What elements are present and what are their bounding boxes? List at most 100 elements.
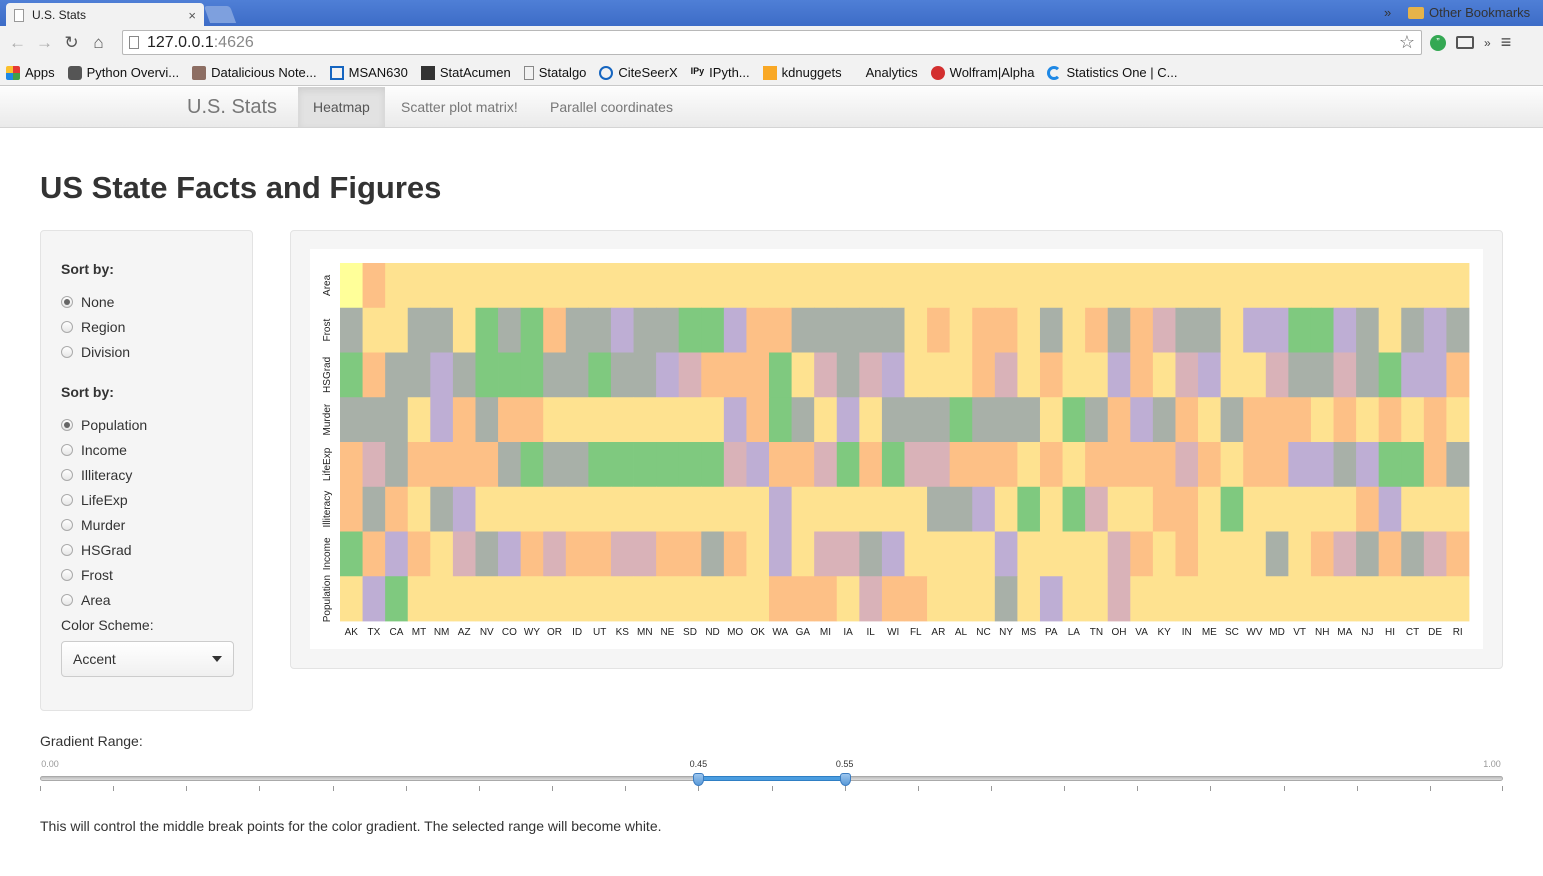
radio-button[interactable] — [61, 543, 73, 556]
heatmap-cell — [1378, 486, 1402, 532]
radio-group-none[interactable]: None — [61, 289, 232, 314]
heatmap-cell — [543, 263, 567, 309]
heatmap-cell — [430, 576, 454, 622]
radio-group-region[interactable]: Region — [61, 314, 232, 339]
heatmap-cell — [1039, 442, 1063, 488]
radio-button[interactable] — [61, 418, 73, 431]
heatmap-cell — [656, 263, 680, 309]
radio-button[interactable] — [61, 493, 73, 506]
tab-close-icon[interactable]: × — [188, 7, 196, 23]
heatmap-cell — [1288, 486, 1312, 532]
heatmap-cell — [498, 531, 522, 577]
heatmap-cell — [498, 576, 522, 622]
radio-sort-lifeexp[interactable]: LifeExp — [61, 487, 232, 512]
radio-button[interactable] — [61, 568, 73, 581]
bookmark-star-icon[interactable]: ☆ — [1398, 32, 1415, 52]
heatmap-cell — [881, 307, 905, 353]
heatmap-cell — [498, 307, 522, 353]
extensions-overflow-icon[interactable]: » — [1484, 35, 1491, 50]
bookmark-item[interactable]: Datalicious Note... — [192, 65, 317, 80]
radio-button[interactable] — [61, 320, 73, 333]
navbar-brand[interactable]: U.S. Stats — [187, 96, 278, 118]
radio-sort-frost[interactable]: Frost — [61, 562, 232, 587]
radio-sort-illiteracy[interactable]: Illiteracy — [61, 462, 232, 487]
heatmap-cell — [520, 263, 544, 309]
tab-heatmap[interactable]: Heatmap — [298, 87, 385, 127]
tab-parallel-coordinates[interactable]: Parallel coordinates — [550, 99, 673, 115]
tab-scatter-plot-matrix[interactable]: Scatter plot matrix! — [401, 99, 518, 115]
bookmark-item[interactable]: Analytics — [855, 65, 918, 80]
radio-sort-hsgrad[interactable]: HSGrad — [61, 537, 232, 562]
heatmap-cell — [340, 397, 363, 443]
menu-icon[interactable]: ≡ — [1500, 32, 1512, 52]
bookmark-item[interactable]: Python Overvi... — [67, 65, 179, 80]
radio-sort-murder[interactable]: Murder — [61, 512, 232, 537]
radio-button[interactable] — [61, 468, 73, 481]
radio-button[interactable] — [61, 518, 73, 531]
bookmark-item[interactable]: kdnuggets — [762, 65, 842, 80]
radio-button[interactable] — [61, 443, 73, 456]
bookmark-item[interactable]: Statalgo — [523, 65, 586, 80]
heatmap-cell — [362, 397, 386, 443]
new-tab-button[interactable] — [203, 6, 237, 23]
back-arrow-icon[interactable]: ← — [9, 33, 26, 52]
bookmarks-bar: Apps Python Overvi... Datalicious Note... M… — [0, 60, 1543, 86]
heatmap-cell — [452, 352, 476, 398]
heatmap-cell — [565, 352, 589, 398]
slider-tick — [186, 786, 188, 791]
radio-sort-income[interactable]: Income — [61, 437, 232, 462]
bookmark-item[interactable]: CiteSeerX — [599, 65, 678, 80]
heatmap-cell — [1378, 531, 1402, 577]
heatmap-cell — [814, 442, 838, 488]
other-bookmarks[interactable]: Other Bookmarks — [1408, 5, 1530, 20]
heatmap-cell — [1288, 307, 1312, 353]
slider-high-handle[interactable] — [839, 773, 851, 786]
heatmap-cell — [1423, 531, 1447, 577]
bookmark-item[interactable]: Apps — [6, 65, 55, 80]
browser-tab[interactable]: U.S. Stats × — [6, 3, 204, 27]
heatmap-cell — [498, 263, 522, 309]
bookmark-label: Wolfram|Alpha — [949, 65, 1035, 80]
heatmap-cell — [1310, 397, 1334, 443]
radio-sort-population[interactable]: Population — [61, 412, 232, 437]
heatmap-cell — [1310, 263, 1334, 309]
radio-sort-area[interactable]: Area — [61, 587, 232, 612]
heatmap-cell — [565, 442, 589, 488]
heatmap-cell — [1062, 307, 1086, 353]
slider-low-handle[interactable] — [693, 773, 705, 786]
bookmark-item[interactable]: StatAcumen — [420, 65, 511, 80]
radio-button[interactable] — [61, 345, 73, 358]
radio-button[interactable] — [61, 593, 73, 606]
bookmark-label: Datalicious Note... — [211, 65, 317, 80]
heatmap-cell — [1017, 576, 1041, 622]
heatmap-cell — [1401, 442, 1425, 488]
heatmap-cell — [407, 576, 431, 622]
reload-icon[interactable]: ↻ — [64, 33, 79, 52]
radio-button[interactable] — [61, 295, 73, 308]
bookmark-item[interactable]: Statistics One | C... — [1047, 65, 1177, 80]
heatmap-cell — [362, 486, 386, 532]
heatmap-cell — [1085, 307, 1109, 353]
bookmark-item[interactable]: Wolfram|Alpha — [930, 65, 1035, 80]
radio-group-division[interactable]: Division — [61, 339, 232, 364]
color-scheme-select[interactable]: Accent — [61, 641, 234, 677]
bookmarks-overflow-icon[interactable]: » — [1384, 5, 1392, 20]
heatmap-cell — [1175, 576, 1199, 622]
hangouts-icon[interactable]: ” — [1430, 34, 1446, 51]
address-bar[interactable]: 127.0.0.1 :4626 ☆ — [122, 30, 1422, 55]
bookmark-item[interactable]: MSAN630 — [329, 65, 408, 80]
heatmap-cell — [1423, 486, 1447, 532]
bookmark-item[interactable]: IPy IPyth... — [691, 65, 750, 80]
home-icon[interactable]: ⌂ — [93, 33, 104, 52]
x-tick-label: ME — [1202, 627, 1217, 638]
heatmap-cell — [927, 486, 951, 532]
heatmap-cell — [1401, 263, 1425, 309]
forward-arrow-icon[interactable]: → — [36, 33, 53, 52]
cast-icon[interactable] — [1456, 36, 1474, 49]
heatmap-cell — [836, 531, 860, 577]
gradient-range-slider[interactable]: 0.00 1.00 0.45 0.55 — [40, 755, 1503, 805]
heatmap-cell — [362, 576, 386, 622]
heatmap-cell — [1130, 531, 1154, 577]
ipython-icon: IPy — [690, 65, 705, 76]
heatmap-cell — [1446, 531, 1470, 577]
